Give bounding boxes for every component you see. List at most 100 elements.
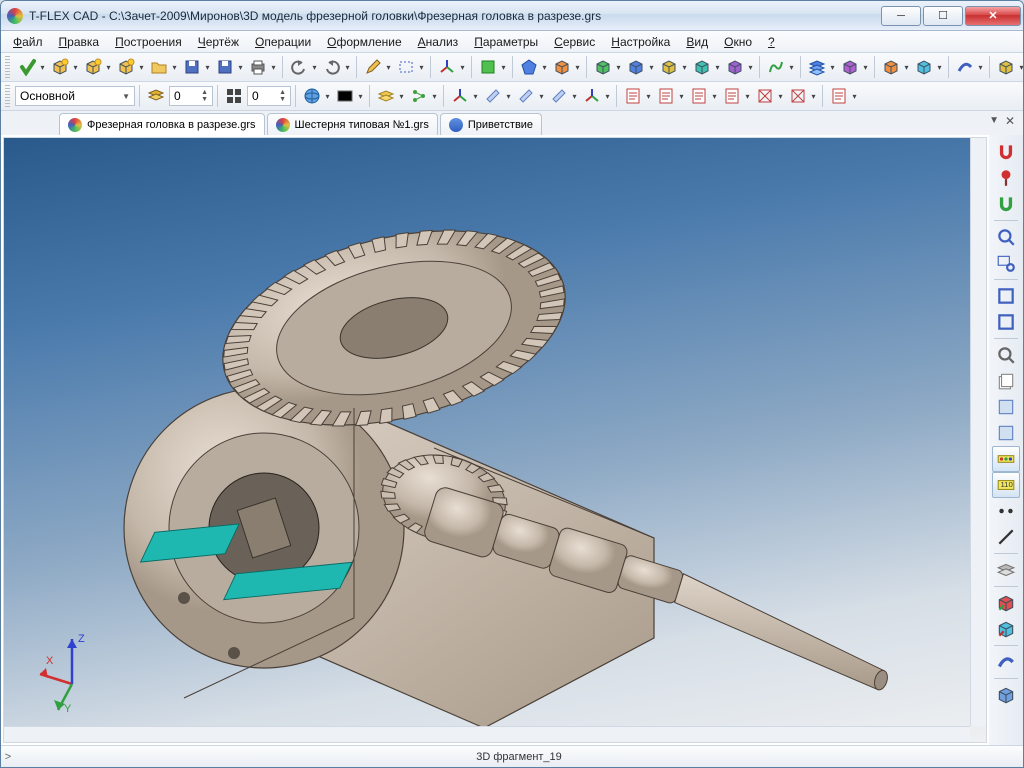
layer-dropdown[interactable]: Основной ▼ [15, 86, 135, 106]
axis3d-button[interactable] [435, 55, 459, 79]
page-c-button[interactable] [687, 84, 711, 108]
wire-a-button[interactable] [753, 84, 777, 108]
globe-button[interactable] [300, 84, 324, 108]
toolbar-grip[interactable] [5, 56, 10, 78]
page-d-button[interactable] [720, 84, 744, 108]
check-green-button[interactable] [15, 55, 39, 79]
color-swatch-dropdown[interactable]: ▾ [356, 84, 365, 108]
pencil-dropdown[interactable]: ▾ [384, 55, 393, 79]
axis3d-dropdown[interactable]: ▾ [458, 55, 467, 79]
solid-teal-button[interactable] [690, 55, 714, 79]
magnet-green-tool[interactable] [992, 191, 1020, 217]
cube-purple-button[interactable] [838, 55, 862, 79]
frame-alt-tool[interactable] [992, 309, 1020, 335]
spin-2[interactable]: 0▲▼ [247, 86, 291, 106]
swoosh-dropdown[interactable]: ▾ [976, 55, 985, 79]
route-green-button[interactable] [764, 55, 788, 79]
solid-cyan-button[interactable] [912, 55, 936, 79]
green-sq-button[interactable] [476, 55, 500, 79]
menu-построения[interactable]: Построения [107, 33, 190, 51]
menu-правка[interactable]: Правка [51, 33, 108, 51]
cube-purple-dropdown[interactable]: ▾ [861, 55, 870, 79]
wire-b-button[interactable] [786, 84, 810, 108]
page-c-dropdown[interactable]: ▾ [710, 84, 719, 108]
viewport-3d[interactable]: X Z Y [3, 137, 987, 743]
close-button[interactable]: ✕ [965, 6, 1021, 26]
menu-окно[interactable]: Окно [716, 33, 760, 51]
menu-файл[interactable]: Файл [5, 33, 51, 51]
stack-blue-button[interactable] [805, 55, 829, 79]
solid-green-button[interactable] [591, 55, 615, 79]
box-new-dropdown[interactable]: ▾ [71, 55, 80, 79]
magnet-red-tool[interactable] [992, 139, 1020, 165]
menu-настройка[interactable]: Настройка [603, 33, 678, 51]
scrollbar-vertical[interactable] [970, 138, 986, 726]
toolbar-grip[interactable] [5, 85, 10, 107]
document-tab[interactable]: Приветствие [440, 113, 542, 135]
zoom-rect-tool[interactable] [992, 250, 1020, 276]
maximize-button[interactable]: ☐ [923, 6, 963, 26]
spin-1[interactable]: 0▲▼ [169, 86, 213, 106]
layers-yellow-button[interactable] [374, 84, 398, 108]
zoom-tool[interactable] [992, 224, 1020, 250]
scrollbar-horizontal[interactable] [4, 726, 970, 742]
axis-tiny-button[interactable] [580, 84, 604, 108]
print-button[interactable] [246, 55, 270, 79]
swoosh2-tool[interactable] [992, 649, 1020, 675]
page-b-dropdown[interactable]: ▾ [677, 84, 686, 108]
page-blank-button[interactable] [827, 84, 851, 108]
plane-a-button[interactable] [481, 84, 505, 108]
document-tab[interactable]: Фрезерная головка в разрезе.grs [59, 113, 265, 135]
box-spark-dropdown[interactable]: ▾ [137, 55, 146, 79]
page-blank-dropdown[interactable]: ▾ [850, 84, 859, 108]
tabs-dropdown[interactable]: ▼ [989, 115, 999, 126]
sel-num-tool[interactable]: 110 [992, 472, 1020, 498]
axis-small-button[interactable] [448, 84, 472, 108]
search-tool[interactable] [992, 342, 1020, 368]
solid-yellow2-dropdown[interactable]: ▾ [1017, 55, 1024, 79]
box-star-dropdown[interactable]: ▾ [104, 55, 113, 79]
box-spark-button[interactable] [114, 55, 138, 79]
solid-purple-button[interactable] [723, 55, 747, 79]
solid-cyan-dropdown[interactable]: ▾ [935, 55, 944, 79]
menu-оформление[interactable]: Оформление [319, 33, 410, 51]
plane-c-dropdown[interactable]: ▾ [570, 84, 579, 108]
minimize-button[interactable]: ─ [881, 6, 921, 26]
solid-orange-dropdown[interactable]: ▾ [902, 55, 911, 79]
solid-yellow2-button[interactable] [994, 55, 1018, 79]
solid-yellow-dropdown[interactable]: ▾ [680, 55, 689, 79]
color-swatch-button[interactable] [333, 84, 357, 108]
menu-параметры[interactable]: Параметры [466, 33, 546, 51]
menu-сервис[interactable]: Сервис [546, 33, 603, 51]
render-b-tool[interactable] [992, 420, 1020, 446]
solid-blue-dropdown[interactable]: ▾ [647, 55, 656, 79]
plane-b-button[interactable] [514, 84, 538, 108]
folder-dropdown[interactable]: ▾ [170, 55, 179, 79]
swoosh-button[interactable] [953, 55, 977, 79]
menu-?[interactable]: ? [760, 33, 783, 51]
boolean-cyan-tool[interactable] [992, 616, 1020, 642]
save-button[interactable] [180, 55, 204, 79]
save-dropdown[interactable]: ▾ [203, 55, 212, 79]
box-new-button[interactable] [48, 55, 72, 79]
rect-sel-dropdown[interactable]: ▾ [417, 55, 426, 79]
rect-sel-button[interactable] [394, 55, 418, 79]
document-tab[interactable]: Шестерня типовая №1.grs [267, 113, 438, 135]
layers-icon[interactable] [144, 84, 168, 108]
save-dd-button[interactable] [213, 55, 237, 79]
poly-blue-button[interactable] [517, 55, 541, 79]
page-a-dropdown[interactable]: ▾ [644, 84, 653, 108]
wire-b-dropdown[interactable]: ▾ [809, 84, 818, 108]
solid-purple-dropdown[interactable]: ▾ [746, 55, 755, 79]
stack-pages-tool[interactable] [992, 368, 1020, 394]
pencil-button[interactable] [361, 55, 385, 79]
pattern-icon[interactable] [222, 84, 246, 108]
menu-чертёж[interactable]: Чертёж [190, 33, 247, 51]
box-star-button[interactable] [81, 55, 105, 79]
menu-вид[interactable]: Вид [678, 33, 716, 51]
stack-blue-dropdown[interactable]: ▾ [828, 55, 837, 79]
redo-button[interactable] [320, 55, 344, 79]
menu-операции[interactable]: Операции [247, 33, 319, 51]
tree-green-dropdown[interactable]: ▾ [430, 84, 439, 108]
route-green-dropdown[interactable]: ▾ [787, 55, 796, 79]
